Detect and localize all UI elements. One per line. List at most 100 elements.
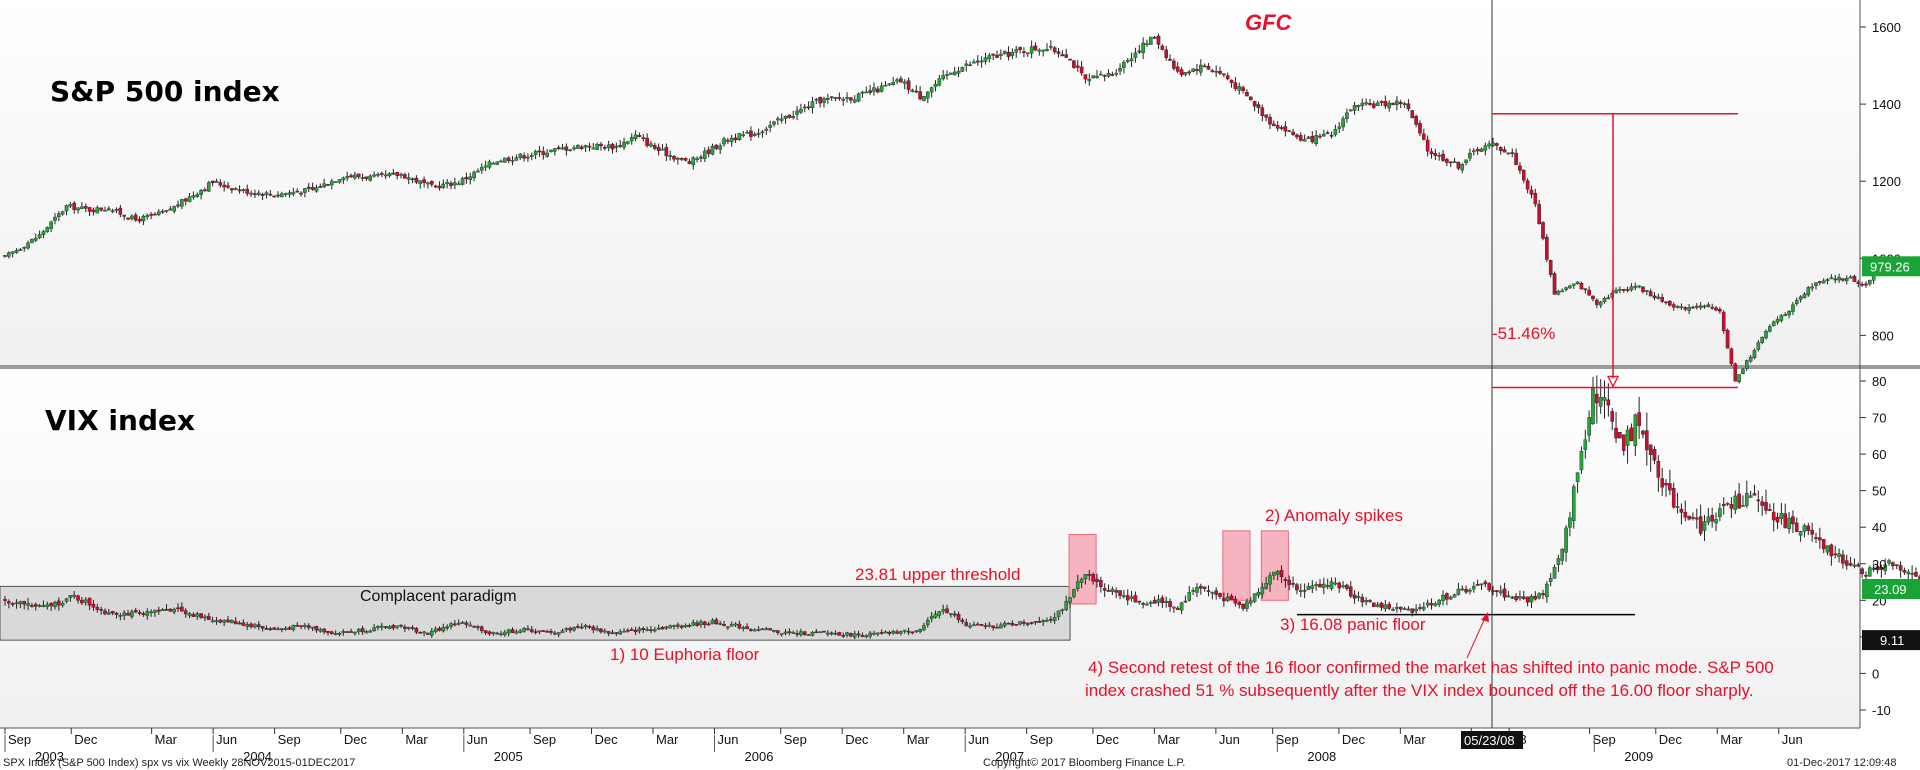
- vix-candle: [1429, 598, 1434, 610]
- vix-body: [587, 626, 592, 628]
- spx-candle: [695, 156, 699, 163]
- vix-body: [614, 632, 619, 634]
- spx-body: [968, 64, 972, 67]
- vix-candle: [1248, 597, 1253, 607]
- vix-body: [1252, 593, 1257, 602]
- spx-body: [741, 134, 746, 137]
- x-month-label: Mar: [656, 732, 679, 747]
- vix-body: [414, 627, 419, 633]
- spx-candle: [1129, 52, 1134, 68]
- spx-candle: [1333, 124, 1338, 137]
- spx-body: [472, 171, 476, 179]
- vix-candle: [660, 626, 665, 630]
- vix-body: [1087, 574, 1092, 576]
- spx-candle: [1541, 221, 1545, 241]
- spx-body: [1168, 58, 1172, 61]
- spx-candle: [10, 251, 15, 258]
- spx-candle: [629, 133, 634, 145]
- vix-candle: [791, 630, 796, 634]
- spx-body: [806, 106, 811, 109]
- vix-body: [1810, 529, 1814, 535]
- spx-body: [626, 141, 630, 144]
- spx-body: [1718, 309, 1722, 312]
- vix-candle: [541, 629, 546, 633]
- vix-candle: [695, 619, 699, 627]
- vix-candle: [3, 596, 7, 606]
- spx-body: [395, 172, 399, 176]
- vix-candle: [1318, 579, 1322, 588]
- spx-candle: [1064, 48, 1069, 59]
- spx-body: [1814, 282, 1818, 286]
- spx-body: [1818, 281, 1822, 283]
- vix-candle: [533, 628, 538, 635]
- spx-candle: [783, 115, 788, 124]
- vix-candle: [1791, 510, 1795, 534]
- spx-body: [1868, 280, 1872, 285]
- spx-body: [1002, 50, 1007, 54]
- spx-body: [1679, 306, 1684, 309]
- spx-body: [933, 83, 938, 87]
- spx-candle: [864, 86, 869, 94]
- spx-candle: [1856, 279, 1861, 288]
- spx-body: [922, 96, 926, 101]
- vix-candle: [1633, 413, 1638, 457]
- vix-candle: [87, 597, 92, 611]
- spx-candle: [1222, 73, 1226, 78]
- spx-body: [1233, 82, 1238, 89]
- spx-candle: [330, 178, 334, 190]
- spx-candle: [180, 198, 184, 210]
- spx-body: [437, 185, 442, 189]
- spx-body: [1702, 305, 1707, 308]
- vix-body: [1779, 513, 1784, 519]
- spx-candle: [1556, 289, 1561, 296]
- spx-candle: [1445, 157, 1449, 167]
- vix-body: [137, 612, 142, 614]
- vix-body: [1329, 581, 1334, 590]
- spx-body: [1322, 133, 1326, 137]
- vix-body: [203, 616, 207, 619]
- spx-body: [1833, 278, 1838, 281]
- vix-candle: [237, 620, 242, 625]
- spx-body: [872, 87, 876, 92]
- spx-body: [26, 242, 30, 249]
- vix-candle: [641, 626, 646, 633]
- spx-candle: [433, 184, 438, 189]
- spx-body: [37, 234, 42, 239]
- spx-body: [1064, 54, 1069, 58]
- spx-candle: [649, 140, 653, 148]
- spx-candle: [37, 230, 42, 240]
- note-line-2: index crashed 51 % subsequently after th…: [1085, 681, 1753, 700]
- spx-candle: [787, 114, 792, 119]
- vix-body: [983, 625, 988, 627]
- vix-candle: [1102, 583, 1107, 598]
- x-month-label: Sep: [533, 732, 556, 747]
- vix-body: [579, 626, 584, 629]
- spx-body: [1275, 125, 1280, 129]
- spx-candle: [1441, 149, 1445, 162]
- spx-candle: [1425, 135, 1430, 157]
- spx-candle: [1149, 36, 1153, 45]
- vix-candle: [1014, 623, 1019, 626]
- spx-candle: [699, 154, 703, 163]
- vix-body: [1698, 516, 1703, 534]
- spx-body: [1787, 311, 1791, 316]
- vix-candle: [1168, 598, 1172, 612]
- vix-body: [14, 602, 19, 605]
- spx-body: [53, 216, 57, 221]
- vix-candle: [1264, 576, 1268, 590]
- spx-candle: [1510, 148, 1515, 158]
- spx-body: [941, 75, 945, 80]
- spx-candle: [1521, 169, 1526, 184]
- spx-body: [664, 147, 669, 157]
- vix-candle: [995, 623, 999, 629]
- vix-body: [199, 613, 203, 618]
- spx-body: [1087, 78, 1092, 82]
- vix-candle: [283, 626, 288, 631]
- vix-body: [349, 631, 353, 633]
- spx-candle: [926, 91, 930, 104]
- spx-body: [956, 70, 961, 74]
- vix-candle: [1141, 601, 1145, 609]
- vix-candle: [453, 619, 457, 627]
- vix-body: [699, 621, 703, 626]
- vix-candle: [960, 618, 965, 625]
